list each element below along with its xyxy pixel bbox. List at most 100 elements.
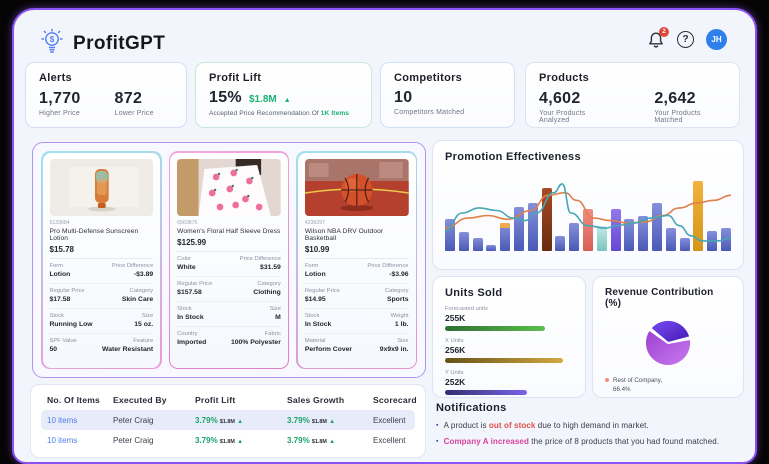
promotion-chart (445, 171, 731, 251)
product-image-basketball (304, 158, 409, 216)
notifications-section: Notifications ▪ A product is out of stoc… (436, 402, 758, 446)
notification-badge: 2 (659, 26, 669, 37)
items-link[interactable]: 10 items (47, 415, 78, 425)
product-attributes: Form Lotion Price Difference -$3.89 Regula… (49, 259, 154, 358)
product-attr-row: Form Lotion Price Difference -$3.96 (304, 259, 409, 284)
executed-by-cell: Peter Craig (113, 415, 154, 425)
unit-label: Forecasted units (445, 306, 488, 312)
chart-bar (555, 236, 566, 251)
avatar[interactable]: JH (706, 29, 727, 50)
product-attr-row: Color White Price Difference $31.59 (177, 252, 281, 277)
table-header-row: No. Of Items Executed By Profit Lift Sal… (41, 390, 417, 410)
chart-bar (665, 228, 676, 251)
orange-trend-line (445, 191, 731, 229)
product-card[interactable]: 6563876 Women's Floral Half Sleeve Dress… (168, 151, 290, 369)
scorecard-cell: Excellent (373, 435, 406, 445)
col-executed-by: Executed By (113, 395, 167, 405)
product-attributes: Color White Price Difference $31.59 Regula… (177, 252, 281, 351)
units-sold-card: Units Sold Forecasted units 255K X Units… (432, 276, 586, 398)
profit-lift-cell: 3.79% $1.8M ▲ (195, 415, 244, 425)
unit-value: 252K (445, 377, 466, 387)
competitors-label: Competitors Matched (394, 109, 465, 116)
product-attr-row: Stock In Stock Size M (177, 302, 281, 327)
chart-bar (458, 232, 469, 251)
chart-bar (541, 188, 552, 251)
product-attr-row: Stock In Stock Weight 1 lb. (304, 309, 409, 334)
product-card[interactable]: 5133684 Pro Multi-Defense Sunscreen Loti… (41, 151, 162, 369)
product-attr-row: Regular Price $17.58 Category Skin Care (49, 284, 154, 309)
product-attr-row: Country Imported Fabric 100% Polyester (177, 331, 281, 346)
chart-bar (679, 238, 690, 251)
product-attr-row: Form Lotion Price Difference -$3.89 (49, 259, 154, 284)
bullet-icon: ▪ (436, 438, 439, 446)
product-price: $15.78 (49, 245, 154, 259)
chart-bar (596, 226, 607, 251)
product-card[interactable]: 4236297 Wilson NBA DRV Outdoor Basketbal… (296, 151, 418, 369)
pie-slice-company (649, 319, 692, 344)
table-row[interactable]: 10 items Peter Craig 3.79% $1.8M ▲ 3.79%… (41, 430, 415, 450)
product-attr-row: Regular Price $14.95 Category Sports (304, 284, 409, 309)
notifications-bell-icon[interactable]: 2 (647, 26, 669, 49)
chart-bar (513, 207, 524, 251)
alerts-higher-label: Higher Price (39, 110, 80, 117)
chart-bar (569, 223, 580, 251)
app-header: $ ProfitGPT 2 ? JH (28, 24, 741, 58)
revenue-contribution-card: Revenue Contribution (%) Rest of Company… (592, 276, 744, 398)
unit-value: 256K (445, 345, 466, 355)
products-card: Products 4,602 Your Products Analyzed 2,… (525, 62, 740, 128)
chart-bar (624, 219, 635, 251)
unit-bar-x-units (445, 358, 563, 363)
help-icon[interactable]: ? (677, 31, 694, 48)
unit-bar-forecasted (445, 326, 545, 331)
profit-lift-subtitle: Accepted Price Recommendation Of 1K Item… (209, 110, 350, 117)
profit-lift-title: Profit Lift (209, 72, 262, 84)
product-attr-row: Material Perform Cover Size 9x9x9 in. (304, 338, 409, 353)
chart-bar (610, 209, 621, 251)
legend-dot-icon (605, 378, 609, 382)
unit-value: 255K (445, 313, 466, 323)
product-attr-row: SPF Value 50 Feature Water Resistant (49, 338, 154, 353)
units-sold-title: Units Sold (445, 287, 503, 299)
profit-lift-card: Profit Lift 15% $1.8M ▲ Accepted Price R… (195, 62, 372, 128)
col-scorecard: Scorecard (373, 395, 417, 405)
competitors-value: 10 (394, 89, 413, 106)
chart-bar (651, 203, 662, 251)
products-matched-value: 2,642 (654, 90, 696, 107)
product-name: Pro Multi-Defense Sunscreen Lotion (49, 227, 139, 242)
sales-growth-cell: 3.79% $1.8M ▲ (287, 435, 336, 445)
bar-cap (500, 223, 511, 228)
app-title: ProfitGPT (73, 32, 166, 54)
chart-bar (582, 209, 593, 251)
product-id: 4236297 (304, 219, 326, 226)
chart-bar (472, 238, 483, 251)
product-price: $125.99 (177, 238, 281, 252)
brand: $ ProfitGPT (40, 28, 165, 59)
pie-legend: Rest of Company, 66.4% (605, 376, 731, 395)
profit-lift-percent: 15% (209, 89, 242, 106)
chart-bar (638, 216, 649, 251)
unit-label: Y Units (445, 370, 464, 376)
chart-bar (527, 203, 538, 251)
bullet-icon: ▪ (436, 422, 439, 429)
revenue-title: Revenue Contribution (%) (605, 287, 714, 309)
pie-slice-rest-of-company (644, 328, 693, 367)
up-arrow-icon: ▲ (283, 97, 291, 104)
sales-growth-cell: 3.79% $1.8M ▲ (287, 415, 336, 425)
product-name: Women's Floral Half Sleeve Dress (177, 227, 281, 235)
products-analyzed-value: 4,602 (539, 90, 581, 107)
table-row[interactable]: 10 items Peter Craig 3.79% $1.8M ▲ 3.79%… (41, 410, 415, 430)
chart-bar (500, 223, 511, 251)
chart-bar (693, 181, 704, 251)
items-link[interactable]: 10 items (47, 435, 78, 445)
product-attributes: Form Lotion Price Difference -$3.96 Regula… (304, 259, 409, 358)
revenue-pie-chart (605, 311, 731, 375)
product-attr-row: Regular Price $157.58 Category Clothing (177, 277, 281, 302)
profit-lift-amount: $1.8M (248, 94, 277, 105)
product-attr-row: Stock Running Low Size 15 oz. (49, 309, 154, 334)
profit-lift-cell: 3.79% $1.8M ▲ (195, 435, 244, 445)
products-title: Products (539, 72, 590, 84)
chart-bar (445, 219, 455, 251)
unit-bar-y-units (445, 390, 527, 395)
competitors-card: Competitors 10 Competitors Matched (380, 62, 515, 128)
unit-label: X Units (445, 338, 464, 344)
